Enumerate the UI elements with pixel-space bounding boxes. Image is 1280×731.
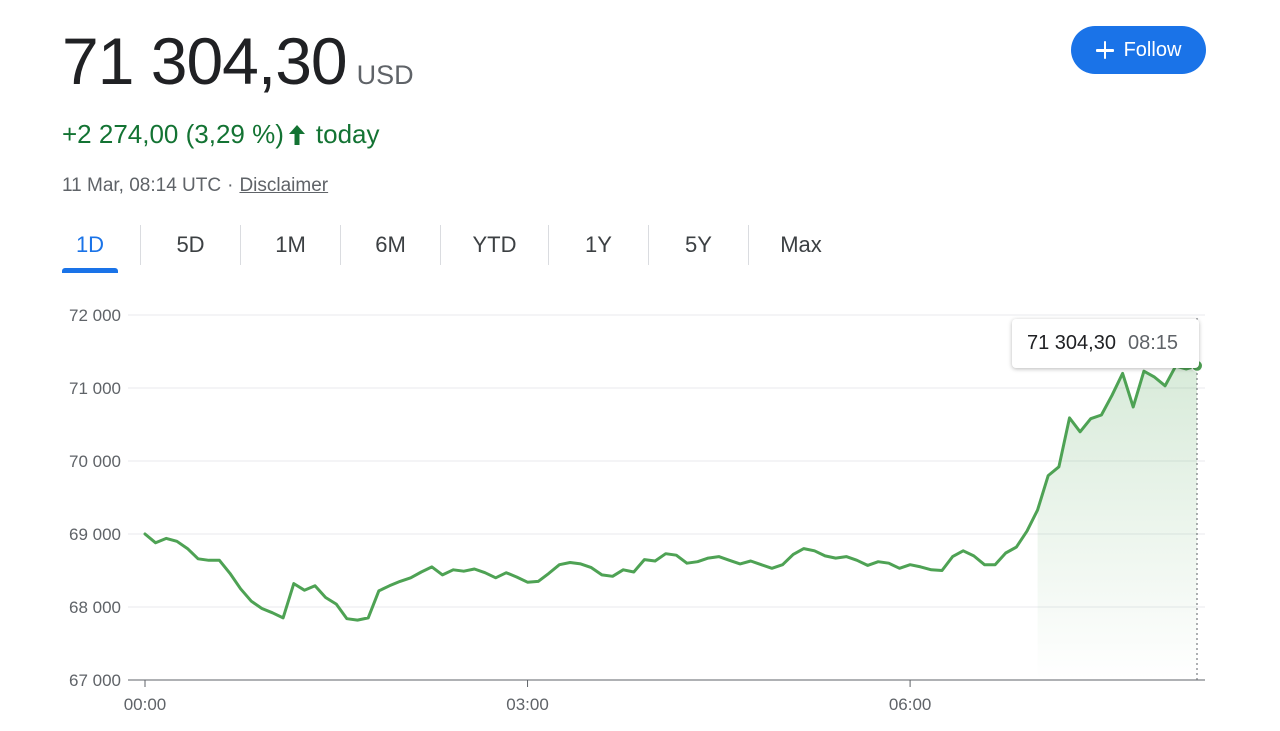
arrow-up-icon — [288, 124, 305, 145]
disclaimer-link[interactable]: Disclaimer — [239, 175, 329, 196]
y-tick-label: 71 000 — [69, 379, 121, 398]
tab-1m[interactable]: 1M — [241, 224, 340, 266]
tab-label: 6M — [375, 232, 406, 257]
follow-button[interactable]: Follow — [1071, 26, 1206, 74]
tab-label: 5Y — [685, 232, 712, 257]
tab-1y[interactable]: 1Y — [549, 224, 648, 266]
tab-divider — [648, 225, 649, 265]
y-tick-label: 67 000 — [69, 671, 121, 690]
quote-meta: 11 Mar, 08:14 UTC · Disclaimer — [62, 175, 328, 197]
tab-label: 1D — [75, 232, 105, 257]
price-change: +2 274,00 (3,29 %) today — [62, 119, 380, 150]
series-line — [143, 364, 1199, 622]
tab-max[interactable]: Max — [749, 224, 853, 266]
tab-ytd[interactable]: YTD — [441, 224, 548, 266]
y-tick-label: 68 000 — [69, 598, 121, 617]
y-tick-label: 72 000 — [69, 306, 121, 325]
change-period: today — [315, 119, 380, 149]
tab-divider — [340, 225, 341, 265]
tab-divider — [140, 225, 141, 265]
tooltip-value: 71 304,30 — [1027, 332, 1116, 354]
tab-label: YTD — [472, 232, 517, 257]
current-price: 71 304,30 — [62, 24, 348, 98]
tab-divider — [548, 225, 549, 265]
price-chart[interactable]: 67 000 68 000 69 000 70 000 71 000 72 000 00:0… — [0, 290, 1280, 720]
tab-5d[interactable]: 5D — [141, 224, 240, 266]
tab-divider — [748, 225, 749, 265]
tab-label: 1M — [275, 232, 306, 257]
tab-1d[interactable]: 1D — [62, 224, 118, 273]
x-tick-label: 00:00 — [124, 695, 167, 714]
y-tick-label: 69 000 — [69, 525, 121, 544]
follow-label: Follow — [1123, 38, 1182, 61]
tooltip-time: 08:15 — [1127, 332, 1179, 354]
time-range-tabs: 1D 5D 1M 6M YTD 1Y 5Y Max — [62, 222, 853, 273]
quote-timestamp: 11 Mar, 08:14 UTC — [62, 175, 222, 196]
x-tick-label: 03:00 — [506, 695, 549, 714]
tab-6m[interactable]: 6M — [341, 224, 440, 266]
tab-label: Max — [780, 232, 822, 257]
series-area — [1037, 365, 1197, 680]
tab-label: 1Y — [585, 232, 612, 257]
tab-label: 5D — [176, 232, 205, 257]
currency-label: USD — [356, 60, 414, 90]
meta-separator: · — [227, 175, 234, 196]
tab-5y[interactable]: 5Y — [649, 224, 748, 266]
quote-header: 71 304,30 USD — [62, 28, 414, 94]
chart-tooltip: 71 304,30 08:15 — [1012, 319, 1199, 368]
tab-divider — [240, 225, 241, 265]
tab-divider — [440, 225, 441, 265]
plus-icon — [1095, 41, 1114, 59]
y-tick-label: 70 000 — [69, 452, 121, 471]
x-tick-label: 06:00 — [889, 695, 932, 714]
change-value: +2 274,00 (3,29 %) — [62, 119, 284, 149]
